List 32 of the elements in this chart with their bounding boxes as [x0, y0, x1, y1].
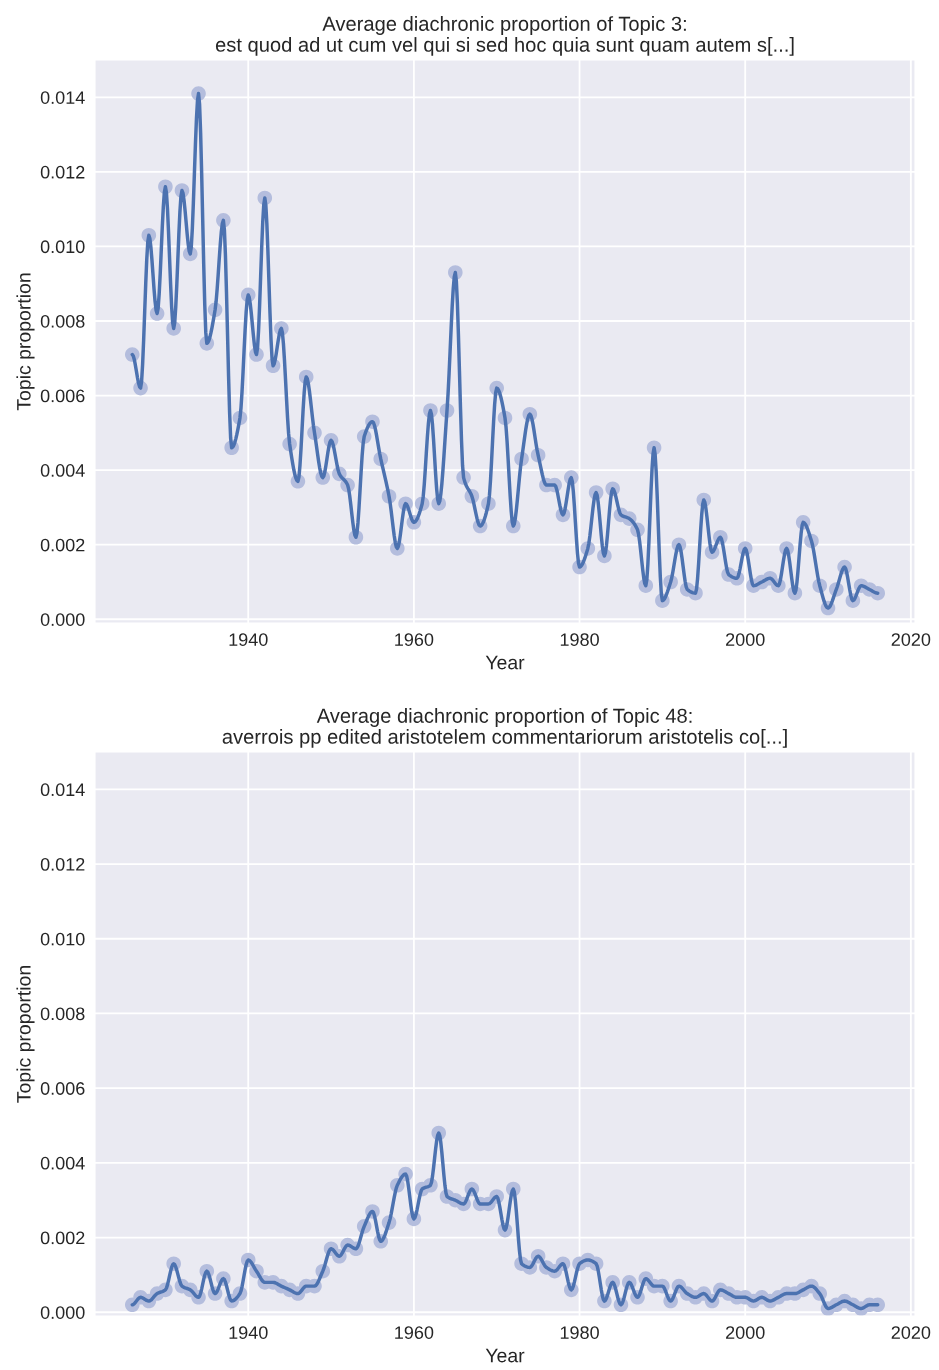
y-tick-label: 0.004: [40, 464, 85, 477]
x-tick-label: 1980: [560, 633, 599, 646]
x-tick-label: 1960: [395, 1326, 434, 1339]
x-tick-label: 1940: [229, 1326, 268, 1339]
y-tick-label: 0.002: [40, 538, 85, 552]
y-tick-label: 0.014: [40, 91, 85, 104]
x-tick-label: 1940: [229, 633, 268, 646]
x-tick-label: 1980: [560, 1326, 599, 1339]
y-tick-label: 0.010: [40, 932, 85, 946]
y-tick-label: 0.014: [40, 783, 85, 797]
chart-title: Average diachronic proportion of Topic 48: averrois pp edited aristotelem commentariorum aristotelis co[...]: [222, 708, 787, 748]
x-axis-title: Year: [485, 1348, 525, 1363]
y-tick-label: 0.006: [40, 1082, 85, 1095]
y-tick-label: 0.008: [40, 314, 85, 328]
x-tick-label: 2020: [891, 1326, 931, 1339]
y-axis-title: Topic proportion: [16, 966, 35, 1103]
y-tick-label: 0.006: [40, 389, 85, 403]
chart-title: Average diachronic proportion of Topic 3: est quod ad ut cum vel qui si sed hoc quia sunt quam autem s[...]: [215, 16, 794, 56]
x-tick-label: 1960: [395, 633, 434, 646]
y-tick-label: 0.004: [40, 1156, 85, 1170]
y-tick-label: 0.002: [40, 1231, 85, 1245]
y-tick-label: 0.000: [40, 613, 85, 626]
y-tick-label: 0.000: [40, 1306, 85, 1319]
y-tick-label: 0.008: [40, 1007, 85, 1021]
x-tick-label: 2020: [891, 633, 931, 646]
x-tick-label: 2000: [726, 633, 765, 646]
x-tick-label: 2000: [726, 1326, 765, 1339]
y-axis-title: Topic proportion: [16, 273, 35, 411]
y-tick-label: 0.012: [40, 165, 85, 179]
y-tick-label: 0.012: [40, 857, 85, 871]
x-axis-title: Year: [485, 655, 525, 670]
y-tick-label: 0.010: [40, 240, 85, 254]
